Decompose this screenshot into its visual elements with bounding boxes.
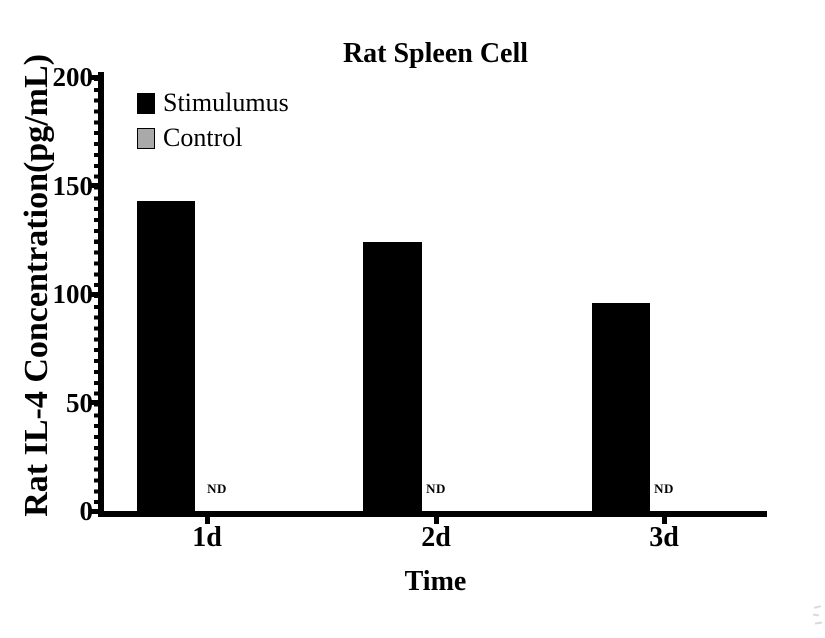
- nd-annotation-2d: ND: [426, 481, 446, 496]
- y-tick: [90, 291, 98, 297]
- y-tick-label: 200: [52, 62, 94, 92]
- y-tick: [90, 183, 98, 188]
- y-tick: [90, 508, 98, 514]
- y-tick-label: 100: [52, 279, 94, 309]
- x-axis-line: [98, 511, 767, 517]
- nd-annotation-3d: ND: [654, 481, 674, 496]
- legend-label-control: Control: [163, 123, 243, 152]
- x-tick-label-3d: 3d: [649, 522, 679, 553]
- y-tick-label: 50: [66, 387, 93, 418]
- faint-corner-mark: [811, 604, 823, 630]
- y-tick-label: 150: [52, 170, 94, 201]
- x-tick-label-2d: 2d: [421, 522, 451, 553]
- y-axis-spine: [98, 72, 104, 517]
- legend-swatch-stimulumus: [137, 93, 155, 114]
- nd-annotation-1d: ND: [207, 481, 227, 496]
- x-axis-title: Time: [404, 566, 467, 597]
- x-tick-label-1d: 1d: [192, 522, 222, 553]
- legend-swatch-control: [137, 128, 155, 149]
- x-tick: [433, 517, 439, 524]
- y-tick-label: 0: [79, 496, 94, 526]
- y-tick: [90, 400, 98, 405]
- x-tick: [204, 517, 210, 524]
- y-tick: [90, 74, 98, 80]
- chart-title: Rat Spleen Cell: [342, 38, 529, 69]
- bar-stimulumus-3d: [592, 302, 650, 511]
- legend-label-stimulumus: Stimulumus: [163, 88, 289, 117]
- plot-area: 0 50 100 150 200 ND ND ND 1d 2d 3d Stimu…: [53, 63, 767, 553]
- bar-stimulumus-1d: [137, 200, 195, 511]
- x-tick: [661, 517, 667, 524]
- bar-stimulumus-2d: [363, 241, 422, 511]
